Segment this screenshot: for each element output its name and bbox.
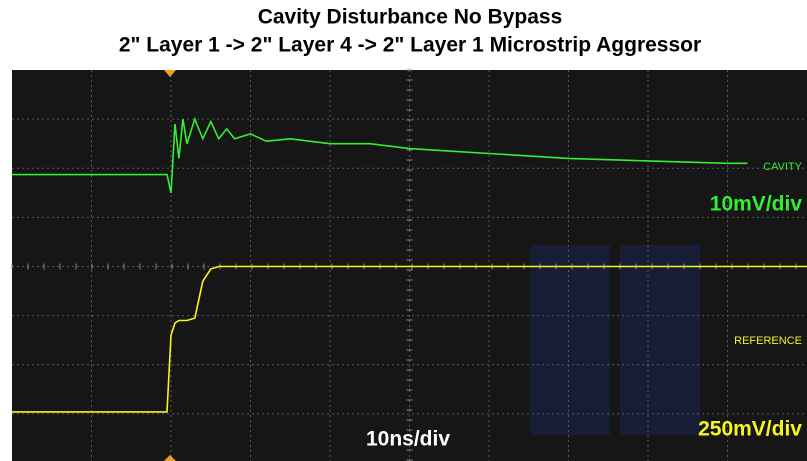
series-label: CAVITY	[763, 161, 803, 173]
scale-label: 250mV/div	[698, 418, 802, 441]
x-scale-label: 10ns/div	[366, 428, 450, 451]
series-label: REFERENCE	[734, 335, 802, 347]
chart-subtitle: 2" Layer 1 -> 2" Layer 4 -> 2" Layer 1 M…	[119, 34, 701, 57]
chart-title: Cavity Disturbance No Bypass	[258, 6, 563, 29]
scale-label: 10mV/div	[710, 193, 803, 216]
scope-screenshot: Cavity Disturbance No Bypass 2" Layer 1 …	[0, 0, 807, 461]
